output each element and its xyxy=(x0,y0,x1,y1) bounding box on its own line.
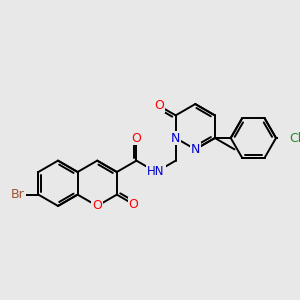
Text: O: O xyxy=(131,131,141,145)
Text: Br: Br xyxy=(11,188,25,201)
Text: O: O xyxy=(92,200,102,212)
Text: Cl: Cl xyxy=(289,131,300,145)
Text: N: N xyxy=(190,143,200,156)
Text: HN: HN xyxy=(147,166,165,178)
Text: O: O xyxy=(154,99,164,112)
Text: N: N xyxy=(171,131,180,145)
Text: O: O xyxy=(129,198,138,211)
